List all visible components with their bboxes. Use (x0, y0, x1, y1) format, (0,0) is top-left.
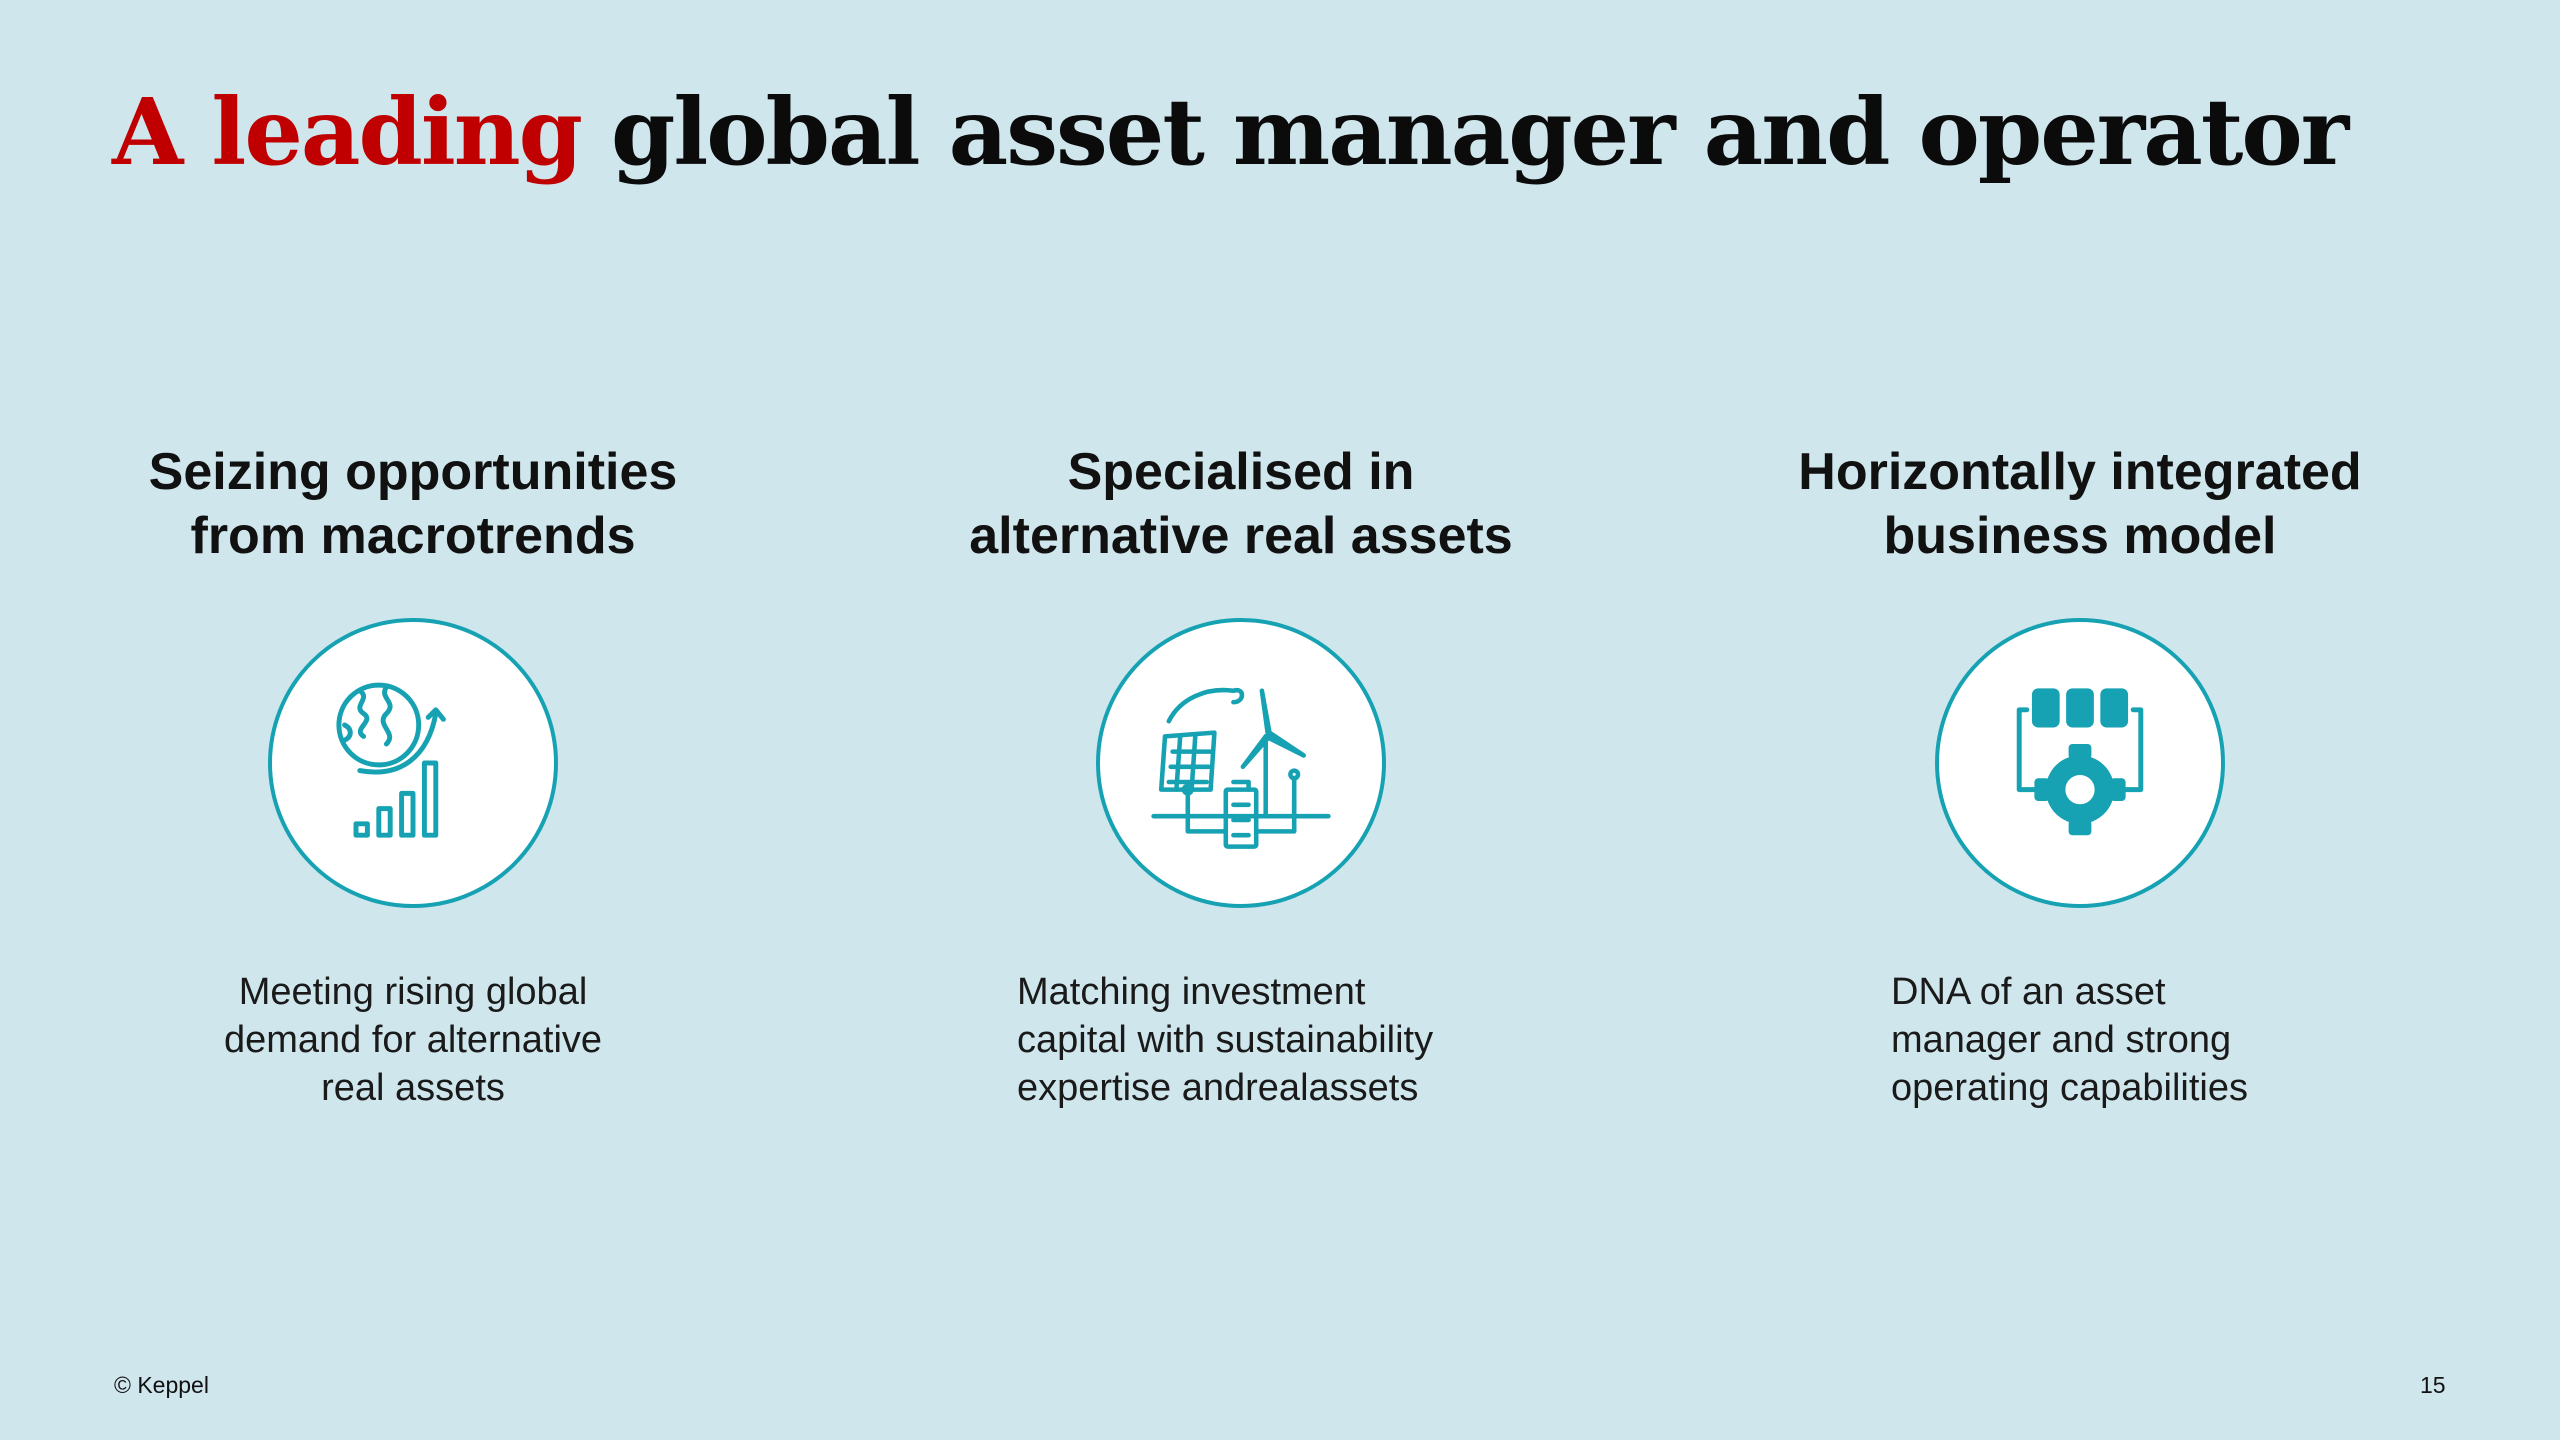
column-description: Matching investment capital with sustaina… (861, 968, 1621, 1112)
heading-line: alternative real assets (969, 507, 1513, 565)
page-number: 15 (2420, 1372, 2446, 1398)
column-description: Meeting rising global demand for alternat… (33, 968, 793, 1112)
globe-growth-chart-icon (268, 618, 558, 908)
title-accent: A leading (112, 78, 583, 186)
desc-line: capital with sustainability (1017, 1019, 1434, 1061)
column-heading: Seizing opportunities from macrotrends (33, 440, 793, 568)
heading-line: from macrotrends (190, 507, 636, 565)
column-description: DNA of an asset manager and strong operati… (1700, 968, 2460, 1112)
heading-line: Seizing opportunities (148, 443, 678, 501)
column-alternative-assets: Specialised in alternative real assets Ma… (861, 440, 1621, 1112)
desc-line: demand for alternative (223, 1019, 603, 1061)
column-heading: Specialised in alternative real assets (861, 440, 1621, 568)
column-macrotrends: Seizing opportunities from macrotrends Me… (33, 440, 793, 1112)
desc-line: Meeting rising global (238, 971, 588, 1013)
page-title: A leading global asset manager and opera… (112, 78, 2349, 186)
title-rest: global asset manager and operator (581, 78, 2349, 186)
desc-line: expertise andrealassets (1017, 1067, 1419, 1109)
desc-line: DNA of an asset (1891, 971, 2166, 1013)
desc-line: manager and strong (1891, 1019, 2232, 1061)
column-heading: Horizontally integrated business model (1700, 440, 2460, 568)
desc-line: real assets (321, 1067, 505, 1109)
heading-line: Specialised in (1067, 443, 1415, 501)
solar-wind-battery-icon (1096, 618, 1386, 908)
desc-line: operating capabilities (1891, 1067, 2249, 1109)
modules-gear-icon (1935, 618, 2225, 908)
copyright: © Keppel (114, 1372, 209, 1398)
heading-line: Horizontally integrated (1798, 443, 2362, 501)
column-integrated-model: Horizontally integrated business model DN… (1700, 440, 2460, 1112)
desc-line: Matching investment (1017, 971, 1366, 1013)
heading-line: business model (1883, 507, 2277, 565)
